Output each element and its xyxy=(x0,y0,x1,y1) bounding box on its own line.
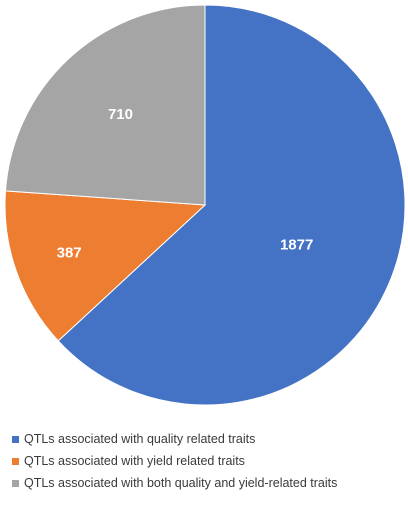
legend-item-quality: QTLs associated with quality related tra… xyxy=(12,428,337,450)
data-label-yield: 387 xyxy=(57,244,82,261)
pie-chart: 1877 387 710 xyxy=(4,4,406,406)
pie-slice-quality xyxy=(57,4,406,406)
pie-slice-both xyxy=(4,4,206,206)
legend-swatch-yield xyxy=(12,457,19,465)
data-label-both: 710 xyxy=(108,106,133,123)
data-label-quality: 1877 xyxy=(280,237,313,254)
legend-swatch-both xyxy=(12,479,19,487)
legend-label-yield: QTLs associated with yield related trait… xyxy=(24,454,245,468)
legend: QTLs associated with quality related tra… xyxy=(12,428,337,494)
legend-item-yield: QTLs associated with yield related trait… xyxy=(12,450,337,472)
legend-label-quality: QTLs associated with quality related tra… xyxy=(24,432,256,446)
legend-swatch-quality xyxy=(12,435,19,443)
legend-label-both: QTLs associated with both quality and yi… xyxy=(24,476,338,490)
pie-slice-yield xyxy=(4,190,207,342)
legend-item-both: QTLs associated with both quality and yi… xyxy=(12,472,337,494)
